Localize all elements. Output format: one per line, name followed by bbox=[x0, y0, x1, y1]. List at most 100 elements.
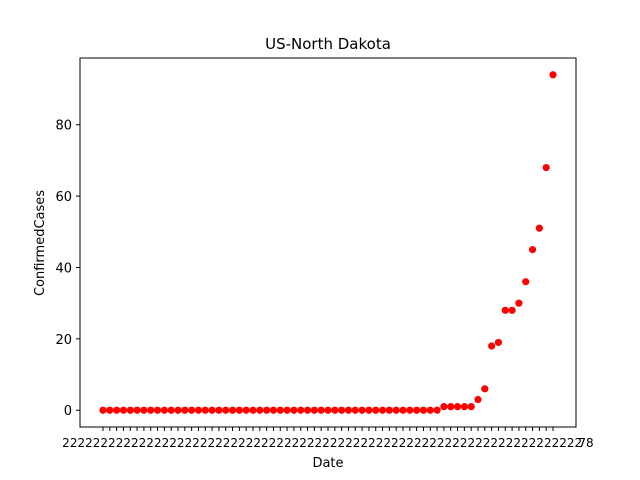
data-point bbox=[365, 406, 373, 414]
x-tick-label: 2 bbox=[292, 436, 300, 450]
data-point bbox=[426, 406, 434, 414]
x-tick-label: 2 bbox=[169, 436, 177, 450]
x-tick-label: 2 bbox=[123, 436, 131, 450]
data-point bbox=[160, 406, 168, 414]
x-tick-label: 2 bbox=[353, 436, 361, 450]
data-point bbox=[167, 406, 175, 414]
data-point bbox=[106, 406, 114, 414]
y-axis-ticks: 0 20 40 60 80 bbox=[55, 119, 80, 419]
data-point bbox=[113, 406, 121, 414]
data-point bbox=[385, 406, 393, 414]
data-point bbox=[133, 406, 141, 414]
data-point bbox=[413, 406, 421, 414]
x-tick-label: 2 bbox=[192, 436, 200, 450]
x-tick-label: 2 bbox=[62, 436, 70, 450]
x-tick-label: 2 bbox=[330, 436, 338, 450]
data-point bbox=[235, 406, 243, 414]
data-point bbox=[317, 406, 325, 414]
data-point bbox=[453, 403, 462, 411]
data-point bbox=[215, 406, 223, 414]
y-tick-label: 80 bbox=[55, 119, 72, 134]
data-point bbox=[174, 406, 182, 414]
x-axis-label: Date bbox=[312, 456, 343, 471]
data-points bbox=[99, 71, 557, 414]
data-point bbox=[228, 406, 237, 414]
data-point bbox=[515, 299, 523, 307]
data-point bbox=[99, 406, 107, 414]
data-point bbox=[358, 406, 366, 414]
data-point bbox=[303, 406, 312, 414]
x-tick-label: 2 bbox=[261, 436, 269, 450]
data-point bbox=[474, 395, 482, 404]
x-tick-label: 78 bbox=[578, 436, 593, 450]
x-tick-label: 2 bbox=[269, 436, 277, 450]
y-tick-label: 0 bbox=[64, 404, 72, 419]
x-tick-label: 2 bbox=[498, 436, 506, 450]
x-tick-label: 2 bbox=[460, 436, 468, 450]
x-tick-label: 2 bbox=[223, 436, 231, 450]
data-point bbox=[344, 406, 353, 414]
x-tick-label: 2 bbox=[315, 436, 323, 450]
x-tick-label: 2 bbox=[200, 436, 208, 450]
x-tick-label: 2 bbox=[284, 436, 292, 450]
data-point bbox=[460, 403, 468, 411]
data-point bbox=[194, 406, 203, 414]
data-point bbox=[181, 406, 189, 414]
x-tick-label: 2 bbox=[337, 436, 345, 450]
x-tick-label: 2 bbox=[162, 436, 170, 450]
x-tick-label: 2 bbox=[513, 436, 521, 450]
x-tick-label: 2 bbox=[536, 436, 544, 450]
x-tick-label: 2 bbox=[77, 436, 85, 450]
x-tick-label: 2 bbox=[322, 436, 330, 450]
x-tick-label: 2 bbox=[529, 436, 537, 450]
data-point bbox=[399, 406, 407, 414]
data-point bbox=[535, 224, 543, 232]
x-tick-label: 2 bbox=[368, 436, 376, 450]
x-tick-label: 2 bbox=[253, 436, 261, 450]
data-point bbox=[249, 406, 257, 414]
data-point bbox=[440, 403, 448, 411]
data-point bbox=[528, 246, 537, 254]
data-point bbox=[276, 406, 284, 414]
x-tick-label: 2 bbox=[207, 436, 215, 450]
x-tick-label: 2 bbox=[307, 436, 315, 450]
x-tick-label: 2 bbox=[131, 436, 139, 450]
x-tick-label: 2 bbox=[567, 436, 575, 450]
x-tick-label: 2 bbox=[238, 436, 246, 450]
x-tick-label: 2 bbox=[490, 436, 498, 450]
data-point bbox=[297, 406, 305, 414]
data-point bbox=[338, 406, 346, 414]
x-tick-label: 2 bbox=[299, 436, 307, 450]
x-tick-label: 2 bbox=[116, 436, 124, 450]
data-point bbox=[269, 406, 278, 414]
data-point bbox=[372, 406, 380, 414]
y-axis-label: ConfirmedCases bbox=[33, 190, 48, 296]
data-point bbox=[147, 406, 155, 414]
x-tick-label: 2 bbox=[70, 436, 78, 450]
data-point bbox=[242, 406, 250, 414]
x-tick-label: 2 bbox=[429, 436, 437, 450]
data-point bbox=[290, 406, 298, 414]
data-point bbox=[188, 406, 196, 414]
data-point bbox=[263, 406, 271, 414]
data-point bbox=[508, 306, 516, 314]
x-tick-label: 2 bbox=[177, 436, 185, 450]
x-tick-label: 2 bbox=[445, 436, 453, 450]
y-tick-label: 40 bbox=[55, 261, 72, 276]
data-point bbox=[406, 406, 414, 414]
x-tick-label: 2 bbox=[93, 436, 101, 450]
x-tick-label: 2 bbox=[383, 436, 391, 450]
data-point bbox=[378, 406, 387, 414]
x-tick-label: 2 bbox=[246, 436, 254, 450]
data-point bbox=[549, 71, 557, 79]
data-point bbox=[222, 406, 230, 414]
data-point bbox=[419, 406, 428, 414]
data-point bbox=[119, 406, 128, 414]
chart-title: US-North Dakota bbox=[265, 35, 391, 53]
x-tick-label: 2 bbox=[276, 436, 284, 450]
data-point bbox=[501, 306, 509, 314]
data-point bbox=[447, 403, 455, 411]
